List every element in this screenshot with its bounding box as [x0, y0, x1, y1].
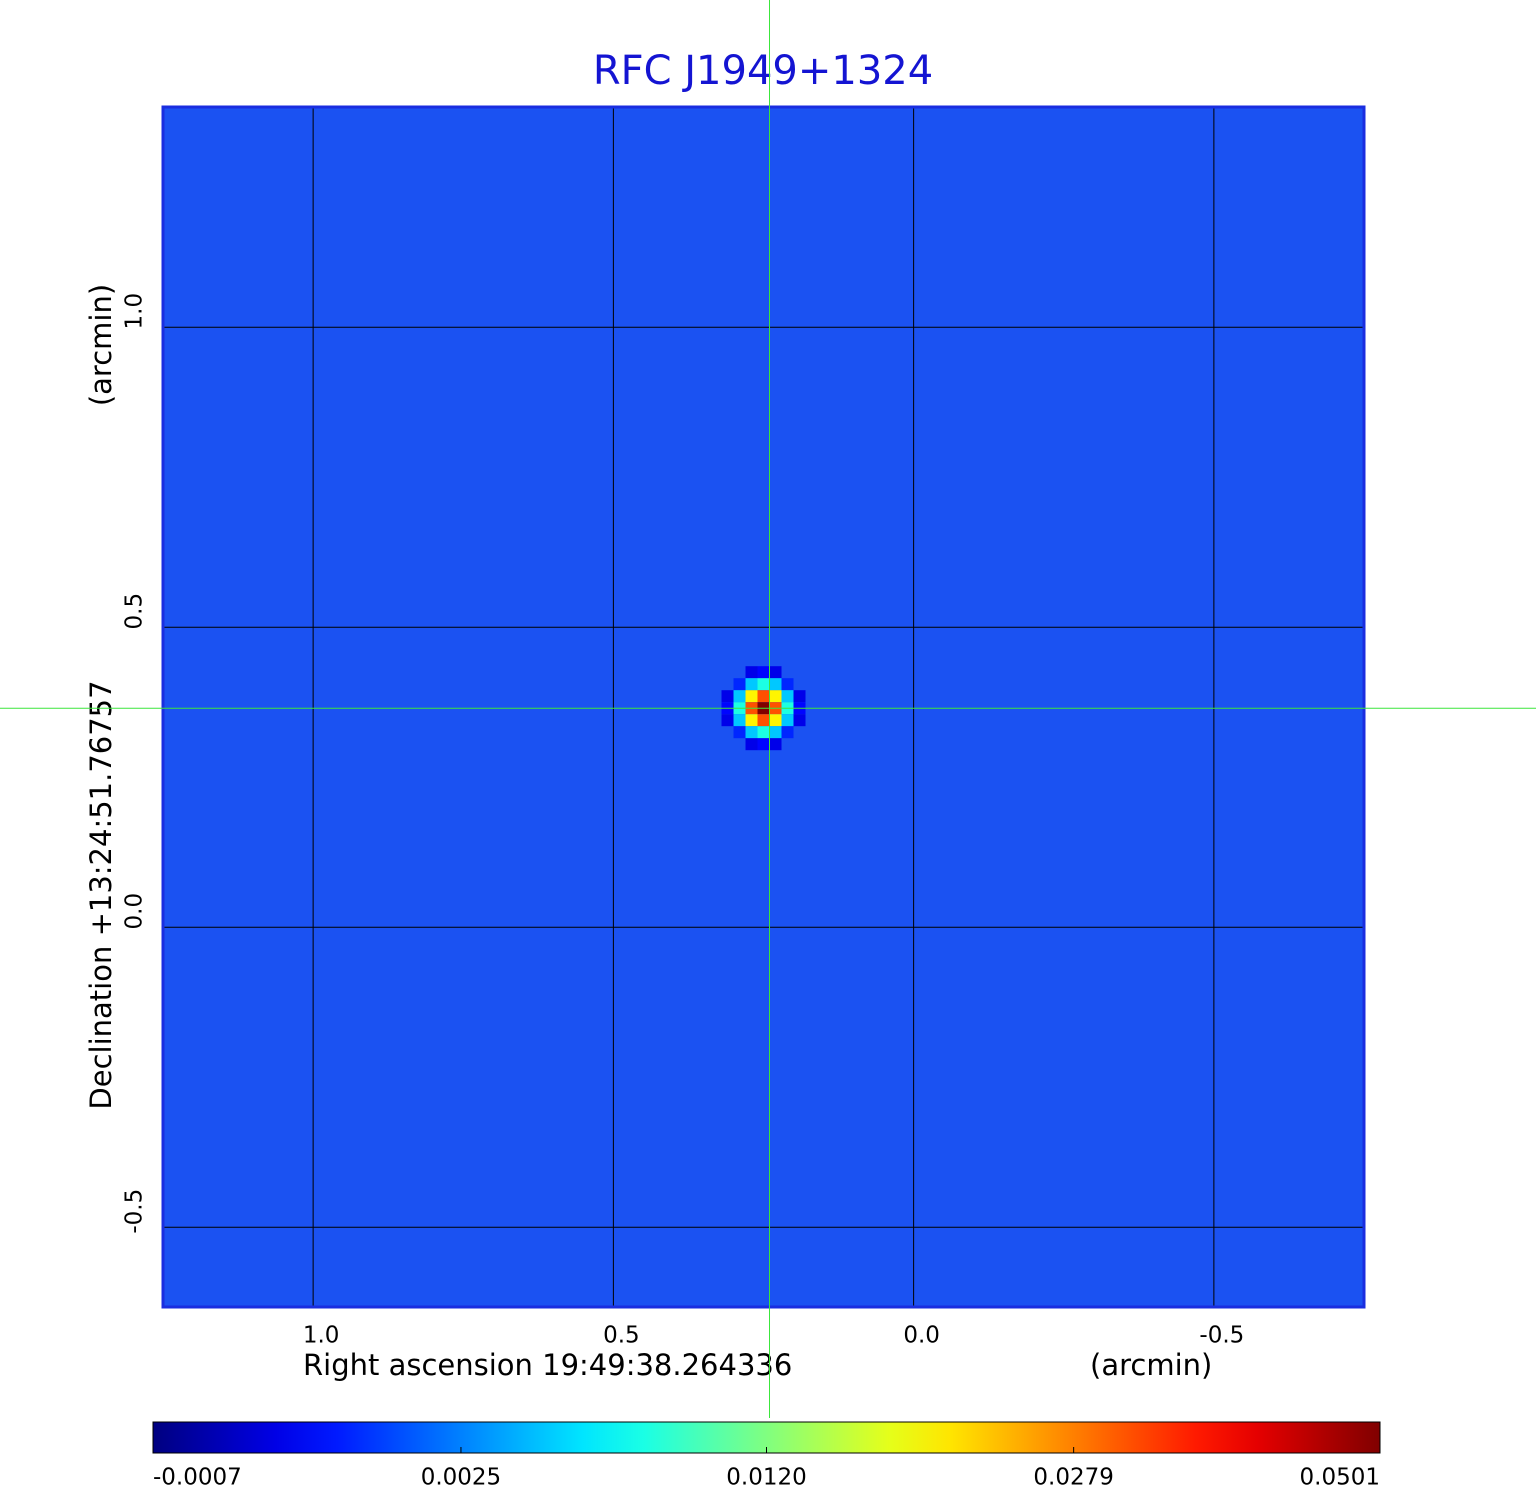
source-halo — [745, 738, 758, 751]
plot-frame — [161, 105, 1366, 1309]
source-halo — [757, 726, 770, 739]
x-axis-label: Right ascension 19:49:38.264336 — [303, 1348, 792, 1382]
x-axis-unit: (arcmin) — [1090, 1348, 1212, 1382]
source-halo — [721, 714, 734, 727]
source-halo — [733, 714, 746, 727]
source-halo — [757, 738, 770, 751]
source-halo — [769, 714, 782, 727]
source-halo — [745, 714, 758, 727]
source-halo — [793, 714, 806, 727]
source-halo — [769, 726, 782, 739]
source-halo — [745, 666, 758, 679]
source-halo — [745, 678, 758, 691]
y-tick-label: 0.5 — [122, 593, 148, 630]
source-halo — [733, 690, 746, 703]
source-halo — [757, 666, 770, 679]
source-halo — [733, 726, 746, 739]
x-tick-label: 0.5 — [603, 1323, 640, 1349]
colorbar-tick-label: 0.0501 — [1300, 1465, 1380, 1491]
source-halo — [757, 714, 770, 727]
colorbar-tick-label: 0.0025 — [421, 1465, 501, 1491]
source-halo — [769, 690, 782, 703]
colorbar-tick-label: 0.0279 — [1033, 1465, 1113, 1491]
source-halo — [793, 690, 806, 703]
colorbar-tick-label: -0.0007 — [153, 1465, 242, 1491]
x-tick-label: 0.0 — [903, 1323, 940, 1349]
colorbar-tick-label: 0.0120 — [726, 1465, 806, 1491]
source-halo — [757, 678, 770, 691]
x-tick-label: -0.5 — [1199, 1323, 1244, 1349]
source-halo — [745, 726, 758, 739]
source-halo — [769, 738, 782, 751]
source-halo — [757, 690, 770, 703]
source-halo — [733, 678, 746, 691]
source-halo — [769, 678, 782, 691]
source-halo — [745, 690, 758, 703]
y-axis-label: Declination +13:24:51.76757 — [84, 680, 118, 1109]
chart-title: RFC J1949+1324 — [593, 48, 933, 94]
source-halo — [781, 678, 794, 691]
y-axis-unit: (arcmin) — [84, 284, 118, 406]
source-halo — [781, 690, 794, 703]
source-halo — [781, 714, 794, 727]
y-tick-label: 0.0 — [122, 893, 148, 930]
y-tick-label: -0.5 — [122, 1189, 148, 1234]
source-halo — [769, 666, 782, 679]
y-tick-label: 1.0 — [122, 293, 148, 330]
x-tick-label: 1.0 — [303, 1323, 340, 1349]
source-halo — [721, 690, 734, 703]
source-halo — [781, 726, 794, 739]
